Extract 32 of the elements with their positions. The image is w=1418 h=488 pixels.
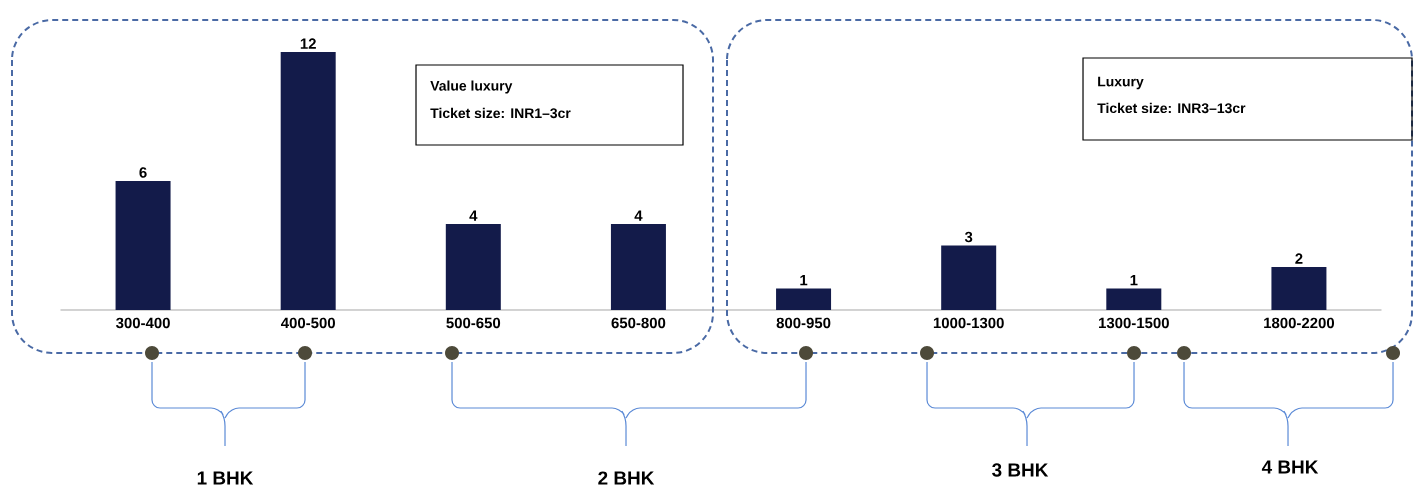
x-tick-label: 650-800	[611, 317, 666, 329]
x-tick-label: 500-650	[446, 317, 501, 329]
annotation: Value luxury	[430, 80, 513, 94]
bar	[115, 181, 171, 310]
data-label: 1	[800, 275, 808, 286]
bar	[610, 224, 666, 310]
text: 1 BHK	[197, 471, 254, 485]
data-label: 3	[964, 231, 973, 243]
bar	[280, 52, 336, 310]
bar	[941, 245, 997, 310]
data-label: 4	[634, 210, 643, 221]
data-label: 12	[300, 38, 316, 49]
bar	[776, 288, 832, 310]
text: 4 BHK	[1261, 460, 1319, 474]
data-label: 2	[1295, 253, 1303, 264]
data-label: 4	[469, 210, 478, 221]
text: 2 BHK	[598, 471, 655, 485]
annotation: Luxury	[1098, 76, 1144, 90]
data-label: 1	[1130, 275, 1138, 286]
annotation: Ticket size: INR3–13cr	[1097, 102, 1246, 114]
annotation: Ticket size: INR1–3cr	[430, 107, 571, 119]
bar	[445, 224, 501, 310]
x-tick-label: 800-950	[776, 317, 831, 329]
bar	[1271, 267, 1327, 310]
data-label: 6	[139, 167, 147, 178]
x-tick-label: 400-500	[280, 317, 335, 329]
x-tick-label: 1800-2200	[1264, 317, 1335, 329]
x-tick-label: 1000-1300	[933, 317, 1004, 329]
text: 3 BHK	[992, 463, 1049, 477]
x-tick-label: 300-400	[115, 317, 170, 329]
x-tick-label: 1300-1500	[1099, 317, 1169, 329]
bar	[1106, 288, 1162, 310]
